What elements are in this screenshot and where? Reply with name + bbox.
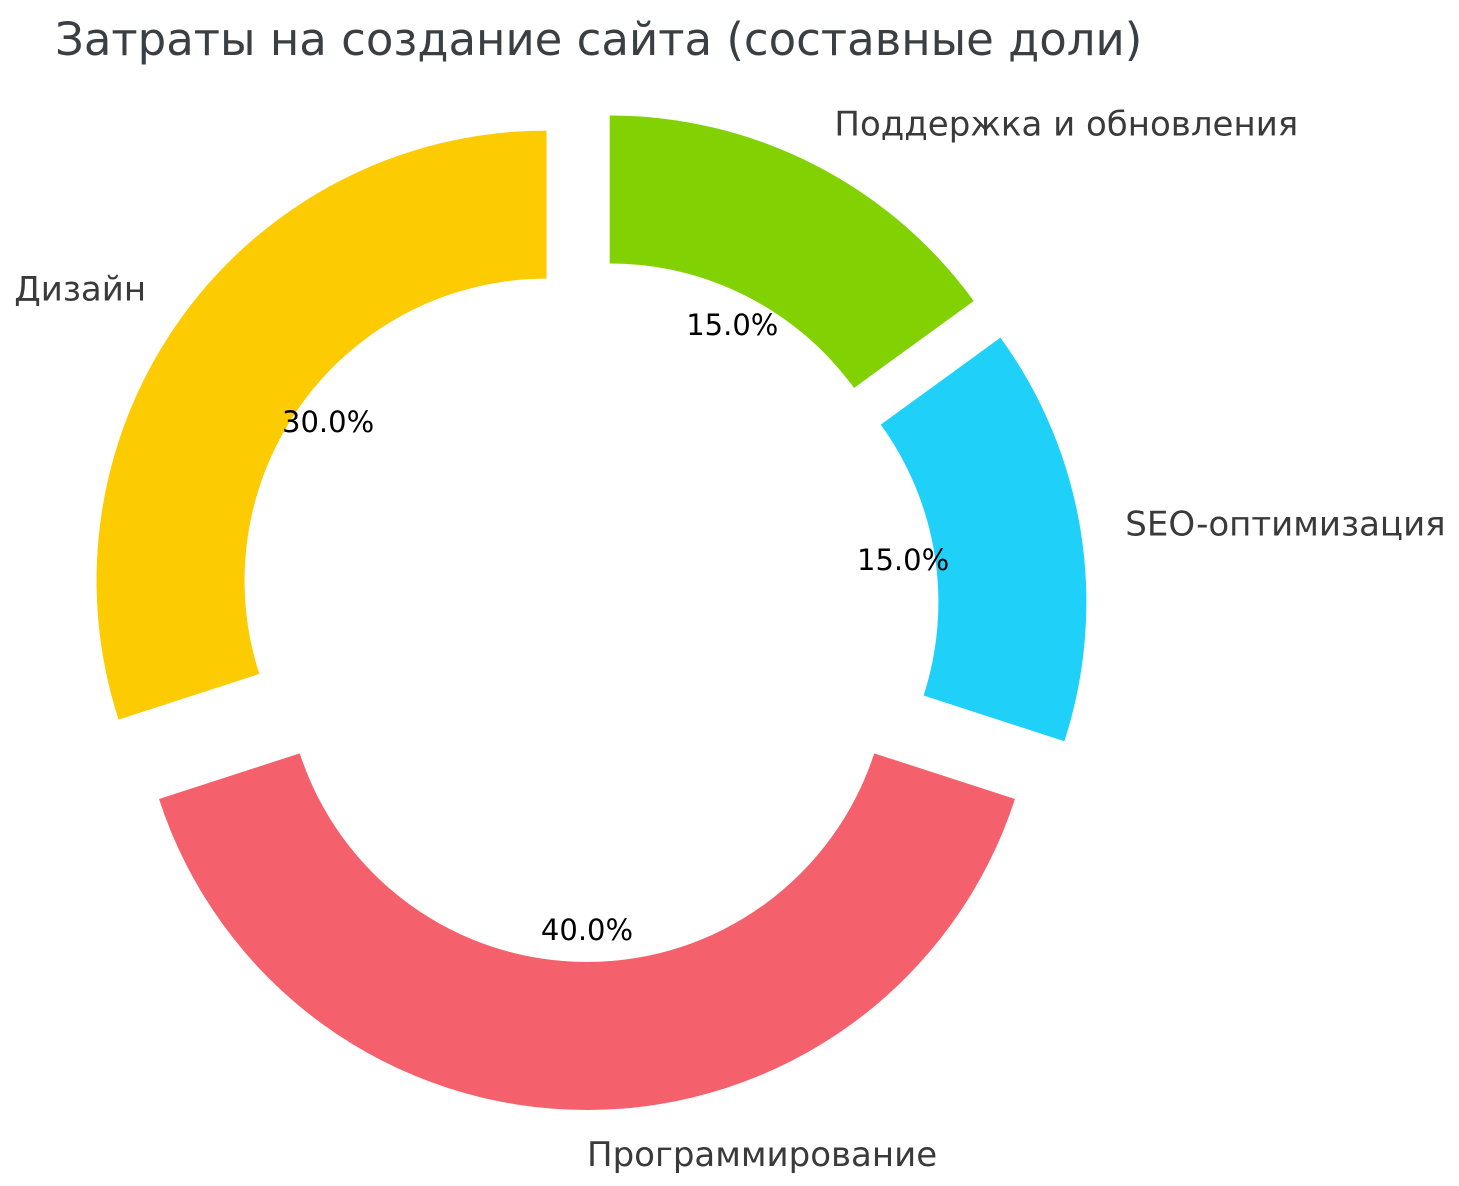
slice-category-label-0: Поддержка и обновления (834, 104, 1298, 144)
slice-pct-label-2: 40.0% (541, 913, 633, 947)
slice-pct-label-3: 30.0% (282, 405, 374, 439)
slice-category-label-1: SEO-оптимизация (1125, 505, 1445, 545)
donut-slice-0 (609, 115, 974, 388)
slice-category-label-2: Программирование (587, 1135, 937, 1175)
slice-category-label-3: Дизайн (14, 270, 146, 310)
slice-pct-label-1: 15.0% (857, 543, 949, 577)
donut-slice-1 (880, 337, 1087, 742)
donut-slice-2 (159, 753, 1015, 1111)
donut-slice-3 (96, 130, 547, 720)
chart-title: Затраты на создание сайта (составные дол… (55, 13, 1143, 66)
slice-pct-label-0: 15.0% (686, 308, 778, 342)
